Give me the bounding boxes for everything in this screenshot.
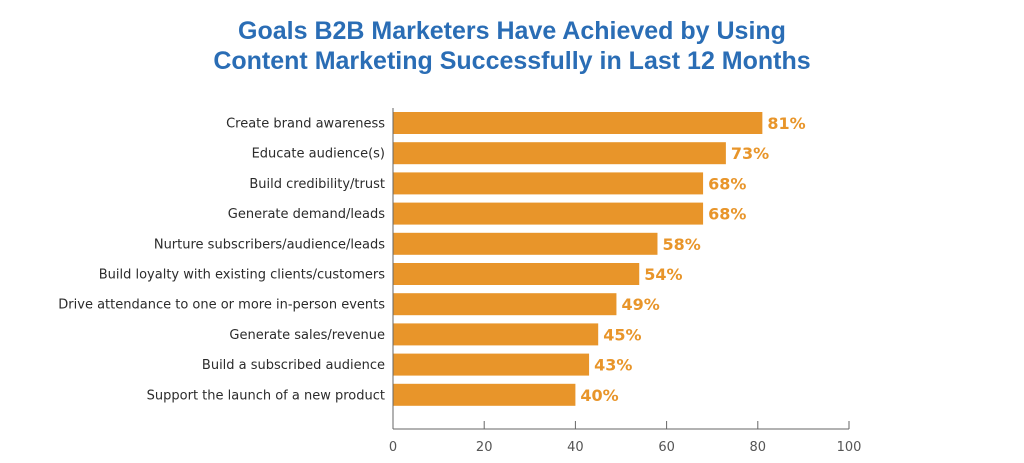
x-tick-label: 60 [658,440,675,455]
bar [393,202,704,225]
category-label: Support the launch of a new product [147,388,385,403]
value-label: 58% [662,235,700,254]
category-label: Educate audience(s) [252,147,385,162]
x-axis-group: 0 20 40 60 80 100 [389,108,862,455]
chart-title-line-1: Goals B2B Marketers Have Achieved by Usi… [238,17,786,45]
x-tick-label: 80 [750,440,767,455]
bar [393,172,704,195]
chart-title-line-2: Content Marketing Successfully in Last 1… [213,47,811,75]
category-label: Create brand awareness [226,117,385,132]
value-label: 73% [731,144,769,163]
value-label: 68% [708,205,746,224]
value-label: 49% [621,295,659,314]
value-label: 81% [767,114,805,133]
value-labels-group: 81% 73% 68% 68% 58% 54% 49% 45% 43% 40% [580,114,805,405]
value-label: 43% [594,356,632,375]
category-label: Build a subscribed audience [202,358,385,373]
bar [393,383,576,406]
bar [393,323,599,346]
bar [393,293,617,316]
x-tick-label: 40 [567,440,584,455]
category-label: Build loyalty with existing clients/cust… [99,268,385,283]
category-label: Generate demand/leads [228,207,385,222]
bar [393,353,590,376]
value-label: 54% [644,265,682,284]
value-label: 45% [603,325,641,344]
x-tick-label: 0 [389,440,397,455]
x-tick-label: 100 [837,440,862,455]
category-label: Drive attendance to one or more in-perso… [58,298,385,313]
category-label: Generate sales/revenue [229,328,385,343]
category-labels-group: Create brand awareness Educate audience(s… [58,117,385,404]
category-label: Nurture subscribers/audience/leads [154,237,385,252]
bars-group [393,112,763,406]
value-label: 68% [708,174,746,193]
x-tick-label: 20 [476,440,493,455]
bar [393,112,763,134]
bar [393,232,658,255]
chart-title: Goals B2B Marketers Have Achieved by Usi… [0,16,1024,76]
bar [393,142,726,165]
value-label: 40% [580,386,618,405]
bar [393,263,640,285]
category-label: Build credibility/trust [249,177,385,192]
